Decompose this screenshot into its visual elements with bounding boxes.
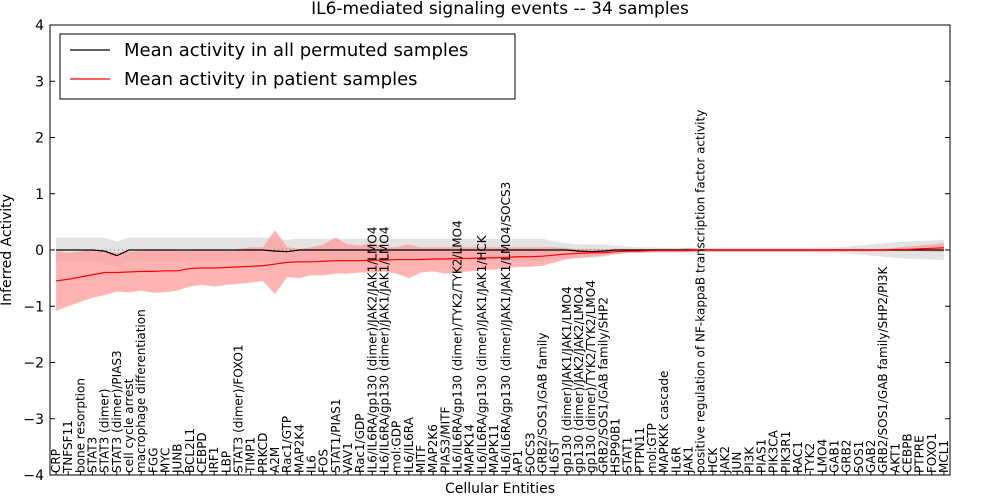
entity-label: IL6/IL6RA/gp130 (dimer)/JAK1/JAK1/HCK bbox=[475, 234, 489, 473]
entity-label: positive regulation of NF-kappaB transcr… bbox=[694, 110, 708, 473]
entity-label: PI3K bbox=[742, 446, 756, 473]
y-tick-label: 3 bbox=[35, 74, 44, 90]
entity-label: STAT3 (dimer) bbox=[98, 389, 112, 473]
line-series-1 bbox=[55, 247, 944, 282]
entity-label: FOXO1 bbox=[925, 433, 939, 473]
legend-label-permuted: Mean activity in all permuted samples bbox=[124, 40, 468, 61]
entity-label: AKT1 bbox=[888, 443, 902, 473]
entity-label: GAB1 bbox=[827, 440, 841, 473]
entity-label: MAP2K6 bbox=[426, 424, 440, 473]
entity-label: STAT3 (dimer)/PIAS3 bbox=[110, 350, 124, 473]
entity-label: macrophage differentiation bbox=[134, 309, 148, 473]
legend-box bbox=[59, 33, 516, 100]
chart-title: IL6-mediated signaling events -- 34 samp… bbox=[311, 0, 689, 19]
entity-label: MCL1 bbox=[937, 440, 951, 473]
entity-label: cell cycle arrest bbox=[122, 378, 136, 473]
entity-label: CRP bbox=[49, 449, 63, 473]
entity-label: Rac1/GDP bbox=[353, 414, 367, 473]
entity-label: CEBPD bbox=[195, 432, 209, 473]
y-tick-label: −3 bbox=[23, 412, 44, 428]
entity-label: JUNB bbox=[171, 443, 185, 474]
entity-label: MYC bbox=[159, 448, 173, 473]
entity-label: STAT3 (dimer)/FOXO1 bbox=[232, 344, 246, 473]
entity-label: FOS bbox=[317, 449, 331, 473]
entity-label: PIAS3/MITF bbox=[438, 406, 452, 473]
legend: Mean activity in all permuted samples Me… bbox=[59, 33, 516, 100]
entity-label: JAK1 bbox=[682, 446, 696, 474]
entity-label: gp130 (dimer)/TYK2/TYK2/LMO4 bbox=[584, 280, 598, 473]
entity-label: IL6R bbox=[669, 447, 683, 473]
entity-label: HCK bbox=[706, 447, 720, 473]
entity-label: CEBPB bbox=[900, 433, 914, 473]
entity-label: bone resorption bbox=[73, 378, 87, 473]
entity-label: GRB2/SOS1/GAB family/SHP2/PI3K bbox=[876, 265, 890, 473]
entity-label: IL6ST bbox=[548, 440, 562, 473]
entity-label: STAT1/PIAS1 bbox=[329, 398, 343, 473]
entity-label: IL6/IL6RA/gp130 (dimer)/JAK2/JAK1/LMO4 bbox=[365, 227, 379, 473]
y-tick-label: 4 bbox=[35, 18, 44, 34]
x-axis-label: Cellular Entities bbox=[445, 481, 555, 497]
y-tick-label: 2 bbox=[35, 131, 44, 147]
entity-label: gp130 (dimer)/JAK1/JAK1/LMO4 bbox=[560, 286, 574, 473]
entity-label: MAPK14 bbox=[463, 424, 477, 473]
entity-label: GAB2 bbox=[864, 440, 878, 473]
series-lines bbox=[55, 247, 944, 282]
entity-label: SOCS3 bbox=[523, 432, 537, 473]
entity-label: PIAS1 bbox=[754, 439, 768, 473]
entity-label: RAC1 bbox=[791, 441, 805, 473]
entity-label: Rac1/GTP bbox=[280, 416, 294, 473]
entity-label: SOS1 bbox=[852, 441, 866, 473]
entity-label: JUN bbox=[730, 452, 744, 474]
entity-label: MAP2K4 bbox=[292, 424, 306, 473]
entity-label: TYK2 bbox=[803, 443, 817, 474]
entity-label: IL6/IL6RA/gp130 (dimer)/JAK1/JAK1/LMO4/S… bbox=[499, 182, 513, 473]
entity-label: HSP90B1 bbox=[609, 418, 623, 473]
entity-label: STAT3 bbox=[86, 437, 100, 473]
entity-label: gp130 (dimer)/JAK2/JAK2/LMO4 bbox=[572, 286, 586, 473]
entity-label: FGG bbox=[146, 448, 160, 474]
entity-label: IRF1 bbox=[207, 447, 221, 473]
entity-label: STAT1 bbox=[621, 437, 635, 473]
entity-label: PTPN11 bbox=[633, 427, 647, 473]
entity-label: GRB2 bbox=[840, 439, 854, 473]
entity-label: BCL2L1 bbox=[183, 428, 197, 473]
entity-label: MITF bbox=[414, 445, 428, 473]
y-tick-label: 0 bbox=[35, 243, 44, 259]
entity-label: IL6/IL6RA/gp130 (dimer)/JAK1/JAK1/LMO4 bbox=[377, 227, 391, 473]
entity-label: PRKCD bbox=[256, 433, 270, 473]
entity-label: A2M bbox=[268, 447, 282, 473]
y-axis: −4 −3 −2 −1 0 1 2 3 4 bbox=[23, 18, 950, 484]
entity-label: IL6/IL6RA/gp130 (dimer)/TYK2/TYK2/LMO4 bbox=[450, 220, 464, 473]
legend-label-patient: Mean activity in patient samples bbox=[124, 69, 418, 90]
entity-label: PIK3CA bbox=[767, 429, 781, 473]
entity-label: PIK3R1 bbox=[779, 431, 793, 473]
entity-label: AP1 bbox=[511, 450, 525, 473]
y-axis-label: Inferred Activity bbox=[0, 194, 15, 306]
entity-label: IL6 bbox=[304, 455, 318, 473]
entity-label: MAPK11 bbox=[487, 424, 501, 473]
entity-label: LMO4 bbox=[815, 439, 829, 473]
entity-label: PTPRE bbox=[913, 435, 927, 473]
y-tick-label: −2 bbox=[23, 356, 44, 372]
entity-label: VAV1 bbox=[341, 442, 355, 473]
entity-label: mol:GTP bbox=[645, 423, 659, 473]
y-tick-label: 1 bbox=[35, 187, 44, 203]
entity-label: JAK2 bbox=[718, 446, 732, 474]
entity-label: GRB2/SOS1/GAB family bbox=[536, 333, 550, 474]
entity-label: mol:GDP bbox=[390, 421, 404, 473]
entity-label: MAPKKK cascade bbox=[657, 371, 671, 473]
y-tick-label: −1 bbox=[23, 299, 44, 315]
entity-label: GRB2/SOS1/GAB family/SHP2 bbox=[596, 297, 610, 473]
entity-label: TIMP1 bbox=[244, 437, 258, 474]
x-axis bbox=[55, 471, 945, 475]
y-tick-label: −4 bbox=[23, 468, 44, 484]
entity-label: LBP bbox=[219, 451, 233, 473]
entity-label: IL6/IL6RA bbox=[402, 416, 416, 473]
entity-label: TNFSF11 bbox=[61, 420, 75, 474]
